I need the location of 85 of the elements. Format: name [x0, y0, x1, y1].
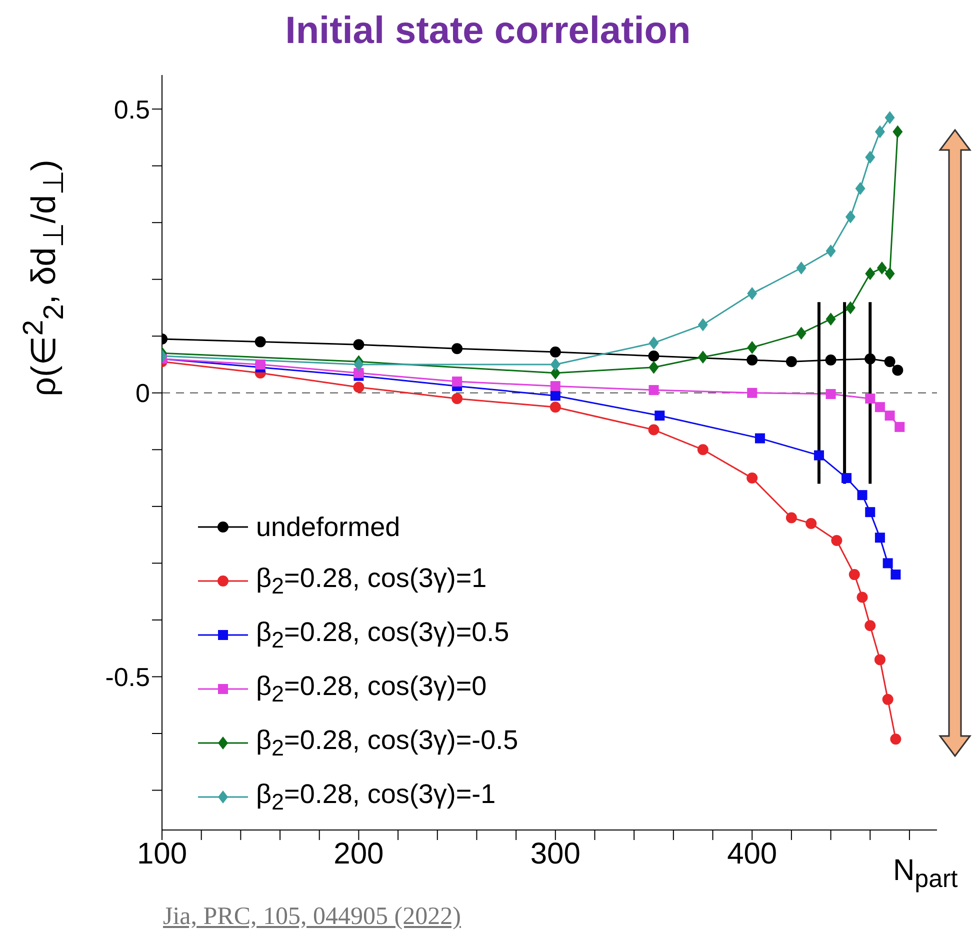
point [786, 356, 797, 368]
point [550, 358, 560, 372]
point [754, 433, 765, 444]
point [654, 410, 665, 421]
point [874, 654, 886, 666]
point [845, 210, 856, 224]
y-tick-label: -0.5 [105, 662, 150, 692]
x-tick-label: 200 [334, 837, 384, 870]
point [865, 507, 876, 518]
point [826, 244, 836, 258]
point [882, 694, 894, 705]
point [857, 490, 868, 500]
point [831, 534, 842, 546]
point [874, 532, 885, 543]
point [648, 385, 659, 396]
point [884, 356, 896, 368]
point [864, 353, 876, 364]
point [648, 360, 659, 374]
x-tick-label: 300 [530, 837, 580, 870]
point [550, 402, 561, 413]
point [786, 512, 797, 524]
point [894, 422, 905, 432]
x-tick-label: 100 [136, 837, 188, 870]
point [354, 368, 364, 378]
legend-label: undeformed [256, 512, 400, 542]
legend-label: β$_{2}$=0.28, cos(3γ)=0 [256, 670, 487, 706]
point [550, 390, 560, 401]
point [884, 410, 895, 421]
point [845, 301, 856, 314]
legend-label: β$_{2}$=0.28, cos(3γ)=-1 [256, 778, 496, 814]
legend-label: β$_{2}$=0.28, cos(3γ)=-0.5 [256, 724, 518, 760]
point [814, 450, 824, 460]
point [806, 518, 817, 529]
point [452, 393, 463, 404]
point [698, 318, 708, 332]
point [848, 569, 860, 580]
point [884, 267, 895, 280]
point [648, 336, 659, 350]
point [550, 381, 560, 392]
text: Jia, PRC, 105, 044905 (2022) [163, 903, 461, 931]
point [255, 360, 266, 370]
point [746, 354, 758, 366]
point [874, 125, 885, 138]
point [796, 262, 806, 275]
point [697, 444, 708, 456]
point [452, 343, 463, 354]
point [254, 336, 266, 348]
point [826, 312, 836, 326]
point [855, 182, 866, 196]
point [825, 354, 836, 366]
point [648, 424, 660, 436]
x-tick-label: 400 [727, 837, 778, 870]
point [864, 620, 876, 632]
point [882, 558, 893, 568]
legend-label: β$_{2}$=0.28, cos(3γ)=0.5 [256, 616, 510, 652]
chart-title: Initial state correlation [285, 10, 691, 52]
point [826, 389, 836, 400]
point [865, 150, 876, 164]
y-tick-label: 0.5 [114, 94, 150, 124]
legend-label: β$_{2}$=0.28, cos(3γ)=1 [256, 562, 487, 598]
point [874, 402, 885, 412]
y-tick-label: 0 [136, 378, 150, 408]
point [353, 382, 364, 393]
point [865, 267, 876, 280]
point [354, 358, 364, 372]
point [865, 394, 876, 404]
x-axis-title: N$_{part}$ [893, 854, 958, 893]
point [452, 376, 462, 387]
point [856, 592, 868, 603]
point [876, 262, 887, 275]
point [747, 340, 758, 354]
point [796, 326, 806, 340]
point [746, 472, 758, 484]
point [648, 350, 660, 362]
point [890, 570, 901, 580]
point [842, 473, 852, 484]
point [747, 287, 758, 300]
point [747, 388, 758, 398]
point [892, 364, 904, 376]
point [890, 734, 902, 745]
point [550, 346, 561, 358]
point [884, 111, 895, 124]
point [892, 125, 903, 138]
point [698, 350, 708, 364]
point [353, 339, 364, 350]
